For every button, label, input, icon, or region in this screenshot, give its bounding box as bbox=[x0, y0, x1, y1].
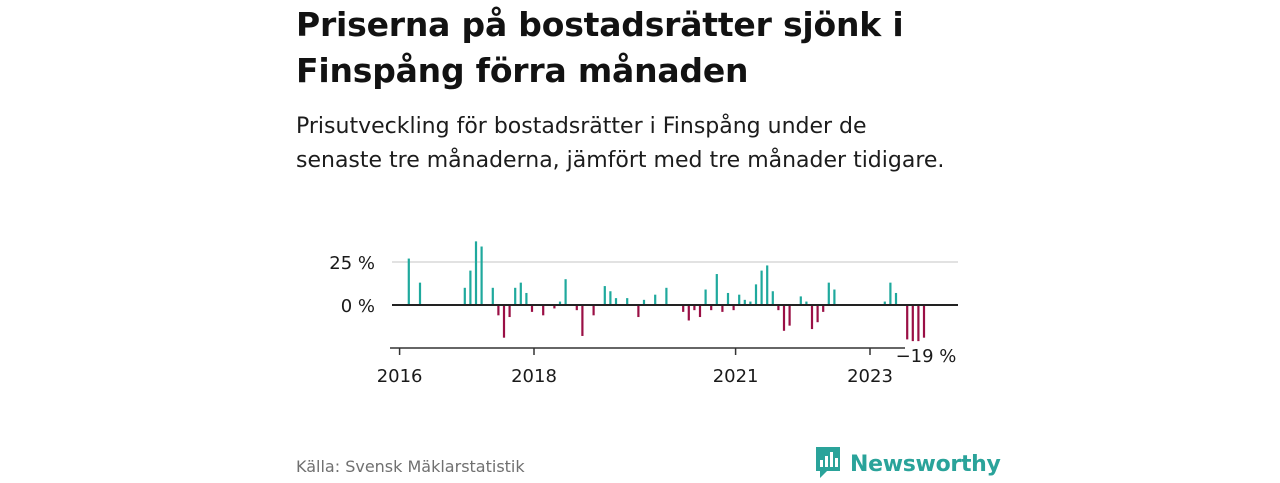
bar bbox=[805, 301, 808, 305]
bar bbox=[788, 305, 791, 326]
chart-title: Priserna på bostadsrätter sjönk i Finspå… bbox=[296, 5, 904, 90]
x-tick-label: 2018 bbox=[511, 366, 557, 387]
bar bbox=[911, 305, 914, 342]
bar bbox=[614, 298, 618, 305]
bar bbox=[710, 305, 713, 311]
x-tick-label: 2023 bbox=[847, 366, 893, 387]
bar bbox=[603, 286, 606, 305]
bar bbox=[491, 287, 494, 305]
bar bbox=[502, 305, 506, 338]
x-axis-ticks: 2016 2018 2021 2023 bbox=[377, 348, 893, 387]
bar bbox=[642, 299, 646, 305]
source-note: Källa: Svensk Mäklarstatistik bbox=[296, 457, 525, 476]
price-change-chart: 25 % 0 % 2016 2018 2021 2023 −19 % bbox=[329, 241, 958, 387]
bar bbox=[592, 305, 595, 316]
bar bbox=[771, 291, 774, 305]
bar bbox=[525, 292, 528, 305]
y-tick-label: 0 % bbox=[341, 296, 375, 317]
bar bbox=[698, 305, 702, 318]
bar bbox=[514, 287, 517, 305]
bar bbox=[418, 282, 422, 305]
bar bbox=[922, 305, 926, 338]
newsworthy-logo-icon bbox=[814, 445, 842, 483]
brand-logo[interactable]: Newsworthy bbox=[814, 445, 1001, 483]
bar bbox=[654, 294, 657, 305]
bar bbox=[687, 305, 690, 321]
bar bbox=[497, 305, 500, 316]
bar bbox=[665, 287, 668, 305]
bar bbox=[906, 305, 909, 340]
bar bbox=[743, 299, 746, 305]
bar bbox=[766, 265, 769, 305]
bar bbox=[715, 274, 718, 305]
bar bbox=[469, 270, 472, 305]
bar bbox=[626, 298, 629, 305]
last-value-annotation: −19 % bbox=[896, 346, 957, 367]
bar bbox=[822, 305, 825, 312]
bar bbox=[782, 305, 786, 331]
bar bbox=[508, 305, 511, 318]
bar bbox=[749, 301, 752, 305]
bar bbox=[463, 287, 466, 305]
bar bbox=[682, 305, 685, 312]
y-axis-labels: 25 % 0 % bbox=[329, 253, 375, 317]
brand-name: Newsworthy bbox=[850, 451, 1001, 477]
bar bbox=[894, 292, 898, 305]
bar bbox=[637, 305, 640, 318]
bar bbox=[609, 291, 612, 305]
bar bbox=[883, 301, 886, 305]
bar bbox=[760, 270, 763, 305]
bar bbox=[738, 294, 741, 305]
bar bbox=[407, 258, 410, 305]
bar bbox=[833, 289, 836, 305]
bar bbox=[564, 279, 567, 305]
bar bbox=[693, 305, 696, 311]
y-tick-label: 25 % bbox=[329, 253, 375, 274]
x-tick-label: 2016 bbox=[377, 366, 423, 387]
bar bbox=[553, 305, 556, 309]
bar bbox=[816, 305, 819, 323]
bar bbox=[827, 282, 830, 305]
bar bbox=[558, 301, 562, 305]
bar bbox=[917, 305, 920, 342]
bar bbox=[721, 305, 724, 312]
bar bbox=[575, 305, 578, 311]
bar bbox=[777, 305, 780, 311]
bar bbox=[732, 305, 735, 311]
bar bbox=[581, 305, 584, 336]
x-tick-label: 2021 bbox=[713, 366, 759, 387]
bar bbox=[542, 305, 545, 316]
bar bbox=[889, 282, 892, 305]
bar-series bbox=[407, 241, 926, 342]
chart-subtitle: Prisutveckling för bostadsrätter i Finsp… bbox=[296, 114, 945, 173]
bar bbox=[474, 241, 478, 305]
bar bbox=[799, 296, 802, 305]
bar bbox=[726, 292, 730, 305]
bar bbox=[810, 305, 814, 330]
bar bbox=[704, 289, 707, 305]
bar bbox=[530, 305, 534, 312]
bar bbox=[519, 282, 522, 305]
bar bbox=[754, 284, 758, 305]
bar bbox=[480, 246, 483, 305]
